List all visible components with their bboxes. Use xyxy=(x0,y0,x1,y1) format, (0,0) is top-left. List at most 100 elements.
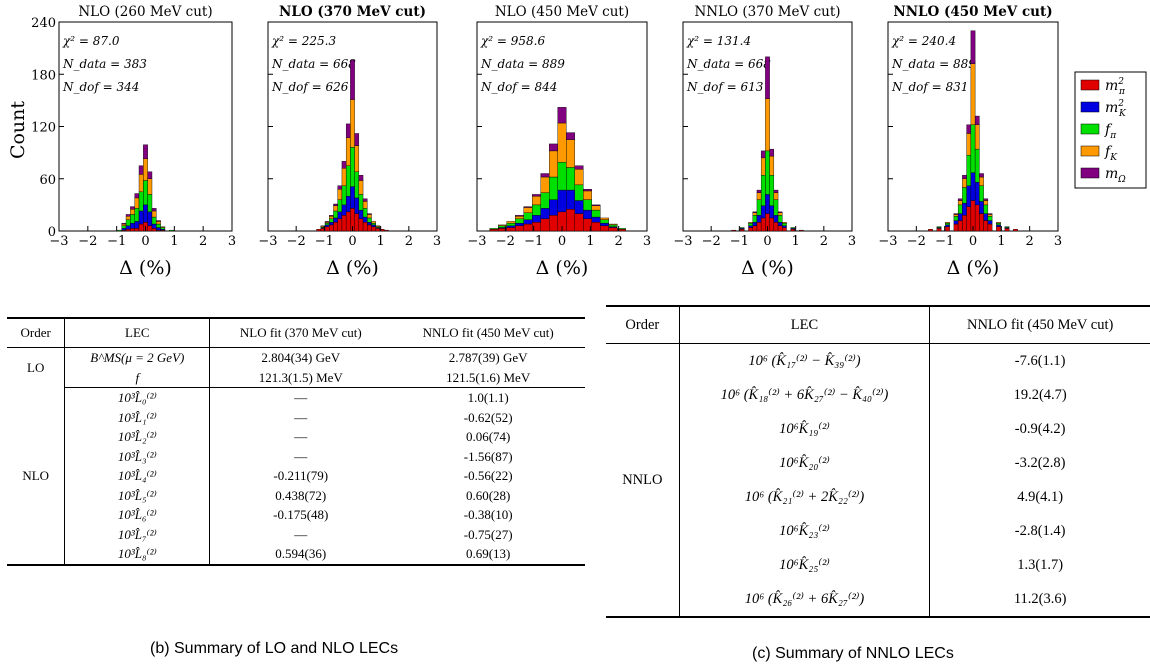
histogram-bar xyxy=(130,222,135,229)
lec-cell: 10³L̂₁⁽²⁾ xyxy=(64,407,211,427)
histogram-bar xyxy=(773,199,779,216)
x-tick-label: 2 xyxy=(199,234,207,249)
histogram-bar xyxy=(752,215,758,223)
nlo-fit-cell: 0.438(72) xyxy=(275,487,327,503)
legend-swatch xyxy=(1080,123,1100,135)
histogram-bar xyxy=(121,222,127,225)
histogram-bar xyxy=(345,195,351,213)
histogram-bar xyxy=(591,222,601,232)
histogram-bar xyxy=(156,227,161,231)
x-tick-label: −2 xyxy=(287,234,306,249)
histogram-bar xyxy=(974,148,980,183)
histogram-bar xyxy=(125,215,131,220)
histogram-bar xyxy=(979,201,984,214)
histogram-bar xyxy=(125,225,131,230)
histogram-bar xyxy=(134,197,140,209)
histogram-bar xyxy=(987,214,993,217)
histogram-bar xyxy=(765,194,770,214)
nlo-fit-cell: 121.3(1.5) MeV xyxy=(209,367,392,388)
histogram-bar xyxy=(329,222,334,226)
histogram-bar xyxy=(134,208,140,222)
histogram-bar xyxy=(540,208,550,220)
nnlo-fit-cell: 4.9(4.1) xyxy=(1017,488,1064,505)
histogram-bar xyxy=(160,227,166,230)
nnlo-fit-cell: 1.3(1.7) xyxy=(1017,556,1064,573)
histogram-bar xyxy=(345,165,351,197)
histogram-bar xyxy=(125,214,131,217)
histogram-bar xyxy=(574,213,584,232)
histogram-bar xyxy=(769,217,775,232)
histogram-bar xyxy=(979,185,984,202)
histogram-bar xyxy=(337,199,343,213)
table-row: 10⁶K̂₂₀⁽²⁾ -3.2(2.8) xyxy=(606,446,1150,480)
x-tick-label: −3 xyxy=(467,234,486,249)
legend-label: fπ xyxy=(1104,122,1117,141)
histogram-bar xyxy=(748,222,753,224)
histogram-bar xyxy=(515,222,524,226)
table-row: 10⁶K̂₂₃⁽²⁾ -2.8(1.4) xyxy=(606,514,1150,548)
histogram-bar xyxy=(350,186,355,209)
legend-label: fK xyxy=(1104,144,1118,163)
fit-statistic: χ² = 958.6 xyxy=(480,34,545,48)
histogram-bar xyxy=(143,204,148,223)
histogram-bar xyxy=(147,211,153,226)
histogram-bar xyxy=(970,63,976,125)
histogram-bar xyxy=(354,171,360,199)
histogram-bar xyxy=(777,222,783,226)
histogram-bar xyxy=(324,222,330,226)
histogram-bar xyxy=(739,227,745,229)
histogram-bar xyxy=(600,217,609,220)
histogram-bar xyxy=(130,209,135,215)
lec-cell: 10⁶K̂₂₅⁽²⁾ xyxy=(679,548,931,582)
histogram-bar xyxy=(130,206,135,210)
histogram-bar xyxy=(583,199,592,211)
histogram-bar xyxy=(790,229,796,232)
histogram-bar xyxy=(134,228,140,232)
table-row: 10³L̂₈⁽²⁾ 0.594(36) 0.69(13) xyxy=(7,544,585,565)
histogram-bar xyxy=(591,209,601,218)
histogram-bar xyxy=(752,225,758,232)
histogram-bar xyxy=(143,158,148,181)
histogram-bar xyxy=(375,225,381,227)
table-c-caption: (c) Summary of NNLO LECs xyxy=(752,645,954,662)
x-tick-label: 1 xyxy=(997,234,1005,249)
lec-cell: 10⁶ (K̂₂₆⁽²⁾ + 6K̂₂₇⁽²⁾) xyxy=(679,582,931,617)
nlo-fit-cell: -0.211(79) xyxy=(273,468,329,484)
histogram-bar xyxy=(151,223,157,229)
table-row: 10³L̂₆⁽²⁾ -0.175(48) -0.38(10) xyxy=(7,505,585,525)
histogram-bar xyxy=(138,223,144,232)
histogram-bar xyxy=(790,227,796,229)
table-row: 10⁶ (K̂₁₈⁽²⁾ + 6K̂₂₇⁽²⁾ − K̂₄₀⁽²⁾) 19.2(4… xyxy=(606,378,1150,412)
histogram-bar xyxy=(962,178,967,188)
histogram-bar xyxy=(574,165,584,170)
histogram-bar xyxy=(760,217,766,232)
histogram-bar xyxy=(739,229,745,232)
histogram-bar xyxy=(760,205,766,219)
lec-cell: 10³L̂₅⁽²⁾ xyxy=(64,485,211,505)
x-tick-label: 3 xyxy=(228,234,236,249)
histogram-bar xyxy=(566,189,575,210)
histogram-bar xyxy=(337,211,343,220)
x-tick-label: 1 xyxy=(377,234,385,249)
histogram-bar xyxy=(600,222,609,226)
nlo-fit-cell: — xyxy=(294,409,308,425)
nnlo-fit-cell: -2.8(1.4) xyxy=(1014,522,1066,539)
histogram-bar xyxy=(566,167,575,191)
histogram-bar xyxy=(777,215,783,223)
histogram-bar xyxy=(358,175,364,181)
histogram-bar xyxy=(756,192,762,200)
histogram-bar xyxy=(936,228,942,232)
histogram-bar xyxy=(928,229,933,232)
histogram-bar xyxy=(756,222,762,232)
histogram-bar xyxy=(974,204,980,232)
histogram-bar xyxy=(540,192,550,209)
histogram-bar xyxy=(549,199,558,216)
histogram-bar xyxy=(138,191,144,212)
histogram-bar xyxy=(782,227,787,232)
histogram-bar xyxy=(341,168,347,186)
histogram-bar xyxy=(324,224,330,227)
histogram-bar xyxy=(966,155,972,186)
lec-cell: 10³L̂₆⁽²⁾ xyxy=(64,505,211,525)
x-axis-label: Δ (%) xyxy=(119,257,172,279)
lec-cell: 10⁶ (K̂₁₈⁽²⁾ + 6K̂₂₇⁽²⁾ − K̂₄₀⁽²⁾) xyxy=(679,378,931,412)
